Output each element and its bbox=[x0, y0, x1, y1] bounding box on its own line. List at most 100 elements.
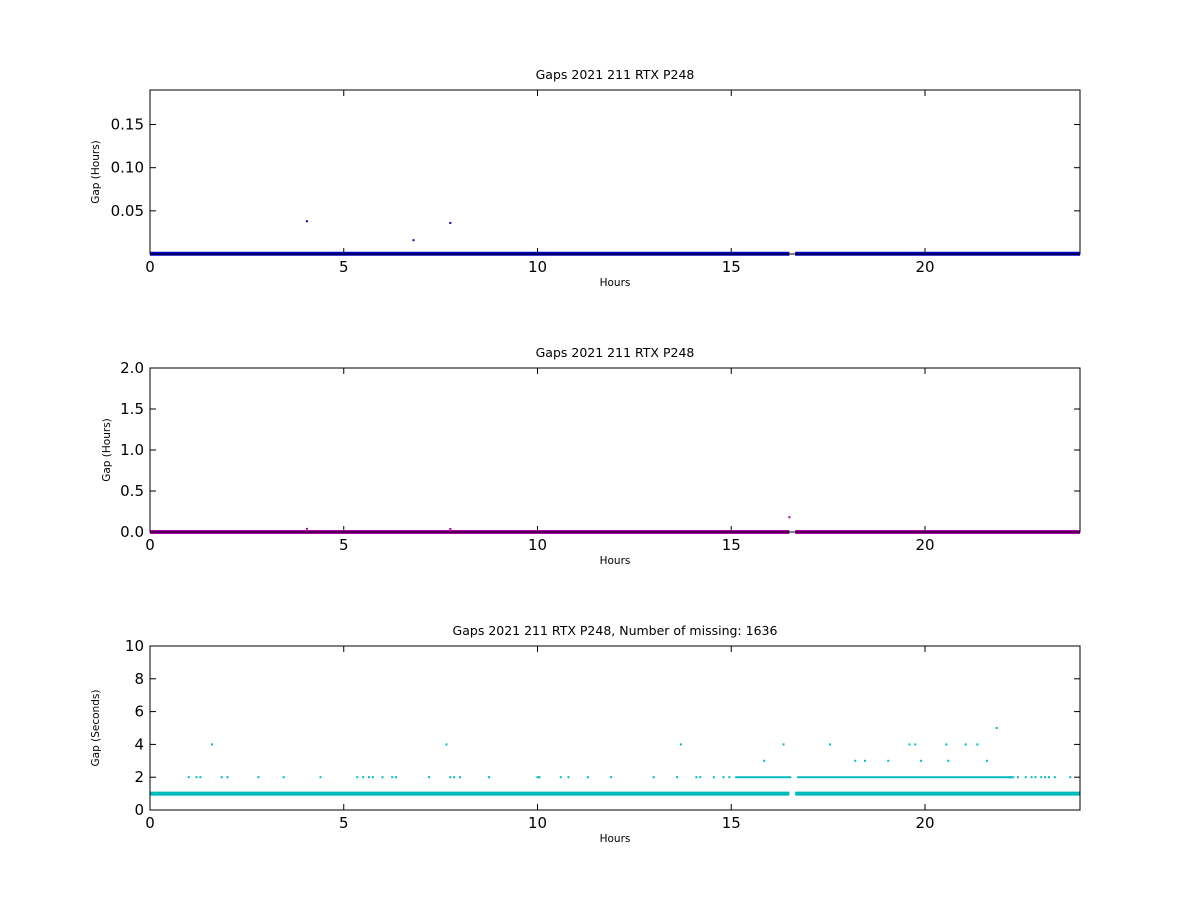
data-point bbox=[567, 776, 570, 779]
x-tick-label: 15 bbox=[722, 258, 741, 276]
x-tick-label: 5 bbox=[339, 258, 349, 276]
x-tick-label: 20 bbox=[915, 258, 934, 276]
y-tick-label: 6 bbox=[134, 703, 144, 721]
data-point bbox=[459, 776, 461, 779]
y-tick-label: 0.0 bbox=[120, 523, 144, 541]
data-point bbox=[305, 527, 308, 530]
data-point bbox=[220, 776, 223, 779]
x-tick-label: 10 bbox=[528, 258, 547, 276]
chart-1: 0 5 10 15 20 0.05 0.10 0.15 Gaps 2021 211 RTX P2… bbox=[90, 67, 1081, 289]
data-point bbox=[449, 221, 452, 224]
y-tick-label: 10 bbox=[125, 637, 144, 655]
x-tick-label: 5 bbox=[339, 814, 349, 832]
data-point bbox=[453, 776, 456, 779]
data-point bbox=[945, 743, 948, 746]
x-tick-label: 15 bbox=[722, 536, 741, 554]
y-tick-label: 1.5 bbox=[120, 400, 144, 418]
plot-frame bbox=[149, 645, 1081, 811]
data-point bbox=[305, 220, 308, 223]
y-tick-label: 0.5 bbox=[120, 482, 144, 500]
chart-title: Gaps 2021 211 RTX P248, Number of missin… bbox=[453, 623, 778, 638]
data-point bbox=[1044, 776, 1047, 779]
x-tick-label: 10 bbox=[528, 814, 547, 832]
x-tick-label: 10 bbox=[528, 536, 547, 554]
x-tick-label: 0 bbox=[145, 258, 155, 276]
data-point bbox=[722, 776, 725, 779]
chart-2: 0 5 10 15 20 0.0 0.5 1.0 1.5 2.0 Gaps 2021 211 RTX… bbox=[101, 345, 1081, 567]
data-point bbox=[187, 776, 190, 779]
data-point bbox=[1048, 776, 1050, 779]
data-point bbox=[449, 528, 452, 531]
data-point bbox=[428, 776, 430, 779]
y-tick-label: 0 bbox=[134, 801, 144, 819]
y-tick-label: 4 bbox=[134, 735, 144, 753]
data-point bbox=[652, 776, 655, 779]
data-point bbox=[610, 776, 613, 779]
data-point bbox=[412, 239, 415, 242]
data-point bbox=[712, 776, 715, 779]
chart-3: 0 5 10 15 20 0 2 4 6 8 10 Gaps 2021 211 RTX P248, N… bbox=[90, 623, 1081, 845]
data-point bbox=[586, 776, 589, 779]
data-point bbox=[226, 776, 229, 779]
data-point bbox=[829, 743, 832, 746]
data-point bbox=[449, 776, 452, 779]
data-point bbox=[536, 776, 539, 779]
plot-frame bbox=[149, 89, 1081, 255]
data-point bbox=[559, 776, 562, 779]
data-point bbox=[782, 743, 785, 746]
y-tick-label: 2.0 bbox=[120, 359, 144, 377]
y-axis-label: Gap (Hours) bbox=[90, 140, 102, 204]
x-axis-label: Hours bbox=[600, 555, 631, 567]
data-point bbox=[920, 759, 923, 762]
y-axis-label: Gap (Hours) bbox=[101, 418, 113, 482]
data-point bbox=[319, 776, 322, 779]
data-point bbox=[695, 776, 698, 779]
data-point bbox=[986, 759, 988, 762]
data-point bbox=[488, 776, 491, 779]
data-point bbox=[362, 776, 365, 779]
data-point bbox=[1009, 776, 1012, 779]
data-point bbox=[538, 776, 541, 779]
data-point bbox=[381, 776, 384, 779]
x-tick-label: 0 bbox=[145, 536, 155, 554]
x-axis-label: Hours bbox=[600, 277, 631, 289]
data-point bbox=[995, 727, 998, 729]
data-point bbox=[1024, 776, 1027, 779]
data-point bbox=[947, 759, 950, 762]
y-tick-label: 2 bbox=[134, 768, 144, 786]
x-tick-label: 20 bbox=[915, 814, 934, 832]
data-point bbox=[195, 776, 198, 779]
chart-title: Gaps 2021 211 RTX P248 bbox=[536, 345, 695, 360]
chart-title: Gaps 2021 211 RTX P248 bbox=[536, 67, 695, 82]
data-point bbox=[371, 776, 374, 779]
data-point bbox=[1034, 776, 1037, 779]
data-point bbox=[679, 743, 682, 746]
data-point bbox=[763, 759, 766, 762]
data-point bbox=[676, 776, 678, 779]
y-tick-label: 1.0 bbox=[120, 441, 144, 459]
y-tick-label: 8 bbox=[134, 670, 144, 688]
data-point bbox=[1053, 776, 1056, 779]
data-point bbox=[854, 759, 857, 762]
data-point bbox=[199, 776, 202, 779]
y-tick-label: 0.10 bbox=[111, 159, 144, 177]
data-point bbox=[445, 743, 448, 746]
x-tick-label: 5 bbox=[339, 536, 349, 554]
x-tick-label: 20 bbox=[915, 536, 934, 554]
data-point bbox=[1030, 776, 1033, 779]
data-point bbox=[914, 743, 917, 746]
data-point bbox=[282, 776, 285, 779]
data-point bbox=[356, 776, 359, 779]
data-point bbox=[257, 776, 260, 779]
data-point bbox=[395, 776, 398, 779]
data-point bbox=[863, 759, 866, 762]
x-tick-label: 15 bbox=[722, 814, 741, 832]
data-point bbox=[728, 776, 731, 779]
data-point bbox=[391, 776, 394, 779]
data-point bbox=[1017, 776, 1019, 779]
data-point bbox=[211, 743, 213, 746]
x-tick-label: 0 bbox=[145, 814, 155, 832]
data-point bbox=[976, 743, 979, 746]
